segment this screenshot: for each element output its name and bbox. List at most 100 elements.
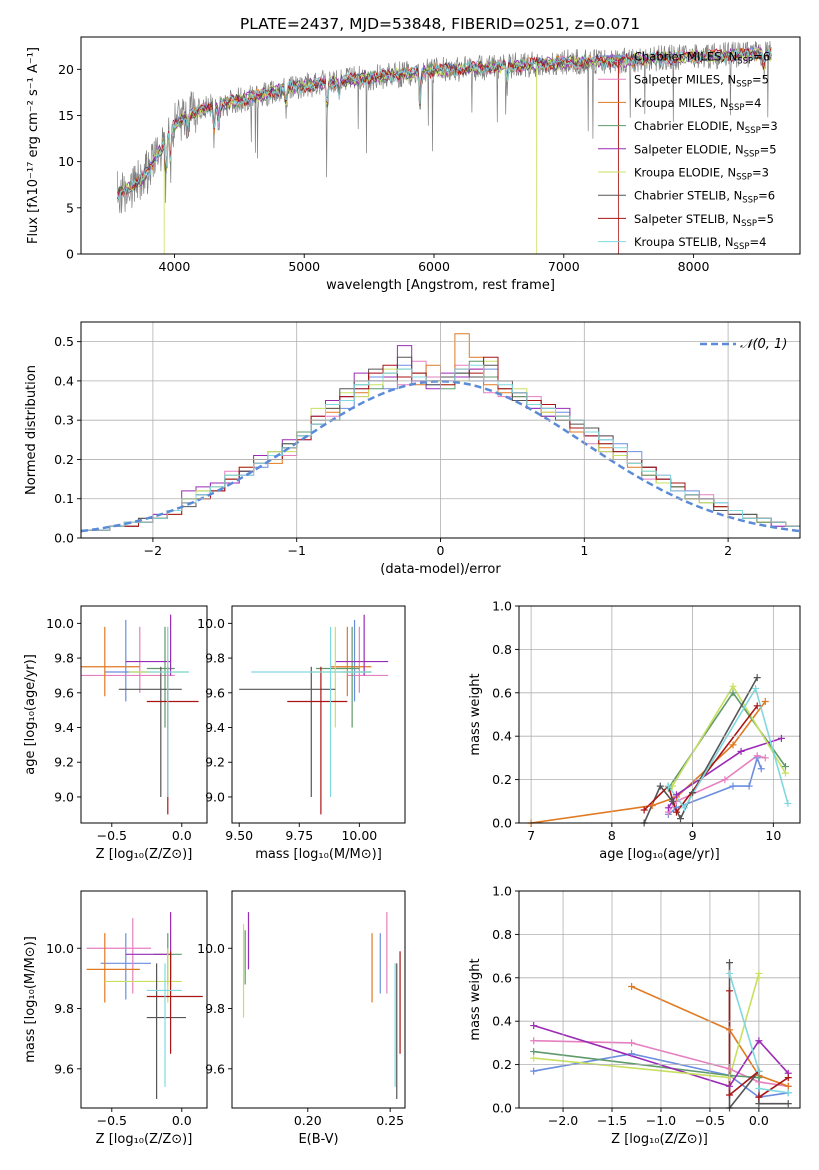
- y-tick-label: 15: [58, 108, 74, 123]
- x-tick-label: −0.5: [695, 1113, 725, 1128]
- y-tick-label: 9.6: [54, 1061, 74, 1076]
- x-axis-label: Z [log₁₀(Z/Z⊙)]: [611, 1132, 708, 1147]
- mass-weight-marker: [784, 1089, 792, 1097]
- x-tick-label: 10: [765, 828, 781, 843]
- mass-weight-marker: [726, 1091, 734, 1099]
- mass-weight-marker: [530, 1067, 538, 1075]
- y-axis-label: Flux [fλ10⁻¹⁷ erg cm⁻² s⁻¹ A⁻¹]: [26, 47, 41, 244]
- x-tick-label: −0.5: [97, 1113, 127, 1128]
- y-tick-label: 0: [66, 247, 74, 262]
- mass-weight-marker: [640, 806, 648, 814]
- mass-weight-line: [667, 691, 787, 789]
- x-axis-label: Z [log₁₀(Z/Z⊙)]: [96, 847, 193, 862]
- mass-weight-marker: [752, 684, 760, 692]
- mass-weight-marker: [689, 789, 697, 797]
- x-axis-label: mass [log₁₀(M/M⊙)]: [255, 847, 382, 862]
- y-tick-label: 0.2: [492, 772, 512, 787]
- x-tick-label: 8000: [678, 259, 710, 274]
- mass-weight-marker: [753, 752, 761, 760]
- mass-weight-marker: [755, 1084, 763, 1092]
- legend-label: Salpeter MILES, NSSP=5: [634, 73, 769, 90]
- y-tick-label: 9.4: [54, 720, 74, 735]
- legend-label-text: Kroupa ELODIE, N: [634, 166, 736, 180]
- legend-label-n: =4: [744, 96, 761, 110]
- legend-label-n: =3: [752, 166, 769, 180]
- y-tick-label: 9.8: [205, 651, 225, 666]
- x-tick-label: 8: [608, 828, 616, 843]
- mass-weight-marker: [729, 782, 737, 790]
- panel-mass_vs_ebv: 0.20 0.25 E(B-V): [231, 890, 406, 1147]
- y-tick-label: 0.0: [54, 531, 74, 546]
- x-axis-label: age [log₁₀(age/yr)]: [599, 847, 720, 862]
- mass-weight-marker: [676, 815, 684, 823]
- x-axis-label: E(B-V): [298, 1132, 338, 1147]
- mass-weight-marker: [726, 1082, 734, 1090]
- mass-weight-marker: [761, 697, 769, 705]
- x-tick-label: −1.0: [646, 1113, 676, 1128]
- x-tick-label: 6000: [418, 259, 450, 274]
- x-tick-label: 2: [724, 543, 732, 558]
- mass-weight-marker: [729, 741, 737, 749]
- mass-weight-marker: [781, 763, 789, 771]
- mass-weight-marker: [656, 782, 664, 790]
- legend-label: Chabrier MILES, NSSP=6: [634, 50, 770, 67]
- x-tick-label: 1: [580, 543, 588, 558]
- mass-weight-line: [631, 985, 789, 1088]
- mass-weight-marker: [737, 747, 745, 755]
- mass-weight-marker: [721, 776, 729, 784]
- spectrum-legend: Chabrier MILES, NSSP=6 Salpeter MILES, NS…: [598, 50, 778, 252]
- axes-frame: [231, 890, 406, 1109]
- y-tick-label: 20: [58, 62, 74, 77]
- axes-frame: [80, 36, 801, 255]
- y-axis-label: Normed distribution: [24, 365, 39, 495]
- y-tick-label: 0.2: [54, 452, 74, 467]
- mass-weight-marker: [755, 1037, 763, 1045]
- x-tick-label: 0.0: [172, 828, 192, 843]
- y-tick-label: 0.4: [492, 729, 512, 744]
- x-tick-label: 7000: [548, 259, 580, 274]
- mass-weight-marker: [530, 1048, 538, 1056]
- x-tick-label: 10.00: [341, 828, 377, 843]
- mass-weight-marker: [745, 782, 753, 790]
- mass-weight-marker: [681, 804, 689, 812]
- legend-label: Chabrier STELIB, NSSP=6: [634, 189, 775, 206]
- mass-weight-marker: [784, 1074, 792, 1082]
- legend-label-text: Chabrier STELIB, N: [634, 189, 742, 203]
- mass-weight-marker: [672, 808, 680, 816]
- mass-weight-marker: [726, 987, 734, 995]
- x-tick-label: 9.50: [225, 828, 253, 843]
- axes-frame: [518, 890, 801, 1109]
- legend-label: Salpeter ELODIE, NSSP=5: [634, 142, 777, 159]
- legend-label-n: =4: [749, 235, 766, 249]
- legend-label-sub: SSP: [744, 149, 760, 159]
- mass-weight-marker: [753, 702, 761, 710]
- legend-label-sub: SSP: [742, 196, 758, 206]
- legend-label-text: Chabrier ELODIE, N: [634, 119, 745, 133]
- mass-weight-marker: [755, 1093, 763, 1101]
- mass-weight-marker: [628, 1050, 636, 1058]
- mass-weight-marker: [668, 797, 676, 805]
- x-axis-label: wavelength [Angstrom, rest frame]: [326, 278, 555, 293]
- panel-age_vs_Z: −0.5 0.0 9.0 9.2 9.4 9.6 9.8 10.0 Z [log₁₀(Z/Z⊙)…: [23, 605, 208, 862]
- y-tick-label: 9.0: [205, 789, 225, 804]
- mass-weight-marker: [755, 1100, 763, 1108]
- y-tick-label: 0.0: [492, 816, 512, 831]
- y-tick-label: 10.0: [46, 941, 74, 956]
- legend-label-sub: SSP: [734, 242, 750, 252]
- mass-weight-marker: [530, 1054, 538, 1062]
- y-axis-label: mass weight: [468, 673, 483, 755]
- y-tick-label: 0.0: [492, 1101, 512, 1116]
- y-axis-label: age [log₁₀(age/yr)]: [23, 654, 38, 775]
- mass-weight-marker: [729, 682, 737, 690]
- legend-label: Chabrier ELODIE, NSSP=3: [634, 119, 778, 136]
- y-tick-label: 9.0: [54, 789, 74, 804]
- x-tick-label: 4000: [159, 259, 191, 274]
- y-tick-label: 0.4: [54, 373, 74, 388]
- plot-area-mass_vs_ebv: [242, 912, 401, 1099]
- y-tick-label: 9.2: [54, 755, 74, 770]
- y-axis-label: mass [log₁₀(M/M⊙)]: [23, 936, 38, 1063]
- legend-label-sub: SSP: [736, 173, 752, 183]
- legend-label-n: =5: [752, 73, 769, 87]
- y-tick-label: 9.8: [54, 1001, 74, 1016]
